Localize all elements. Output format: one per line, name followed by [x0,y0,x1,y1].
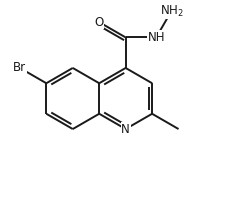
Text: NH$_2$: NH$_2$ [159,3,182,19]
Text: O: O [94,16,103,29]
Text: Br: Br [13,61,26,74]
Text: N: N [121,123,129,136]
Text: NH: NH [147,31,164,44]
